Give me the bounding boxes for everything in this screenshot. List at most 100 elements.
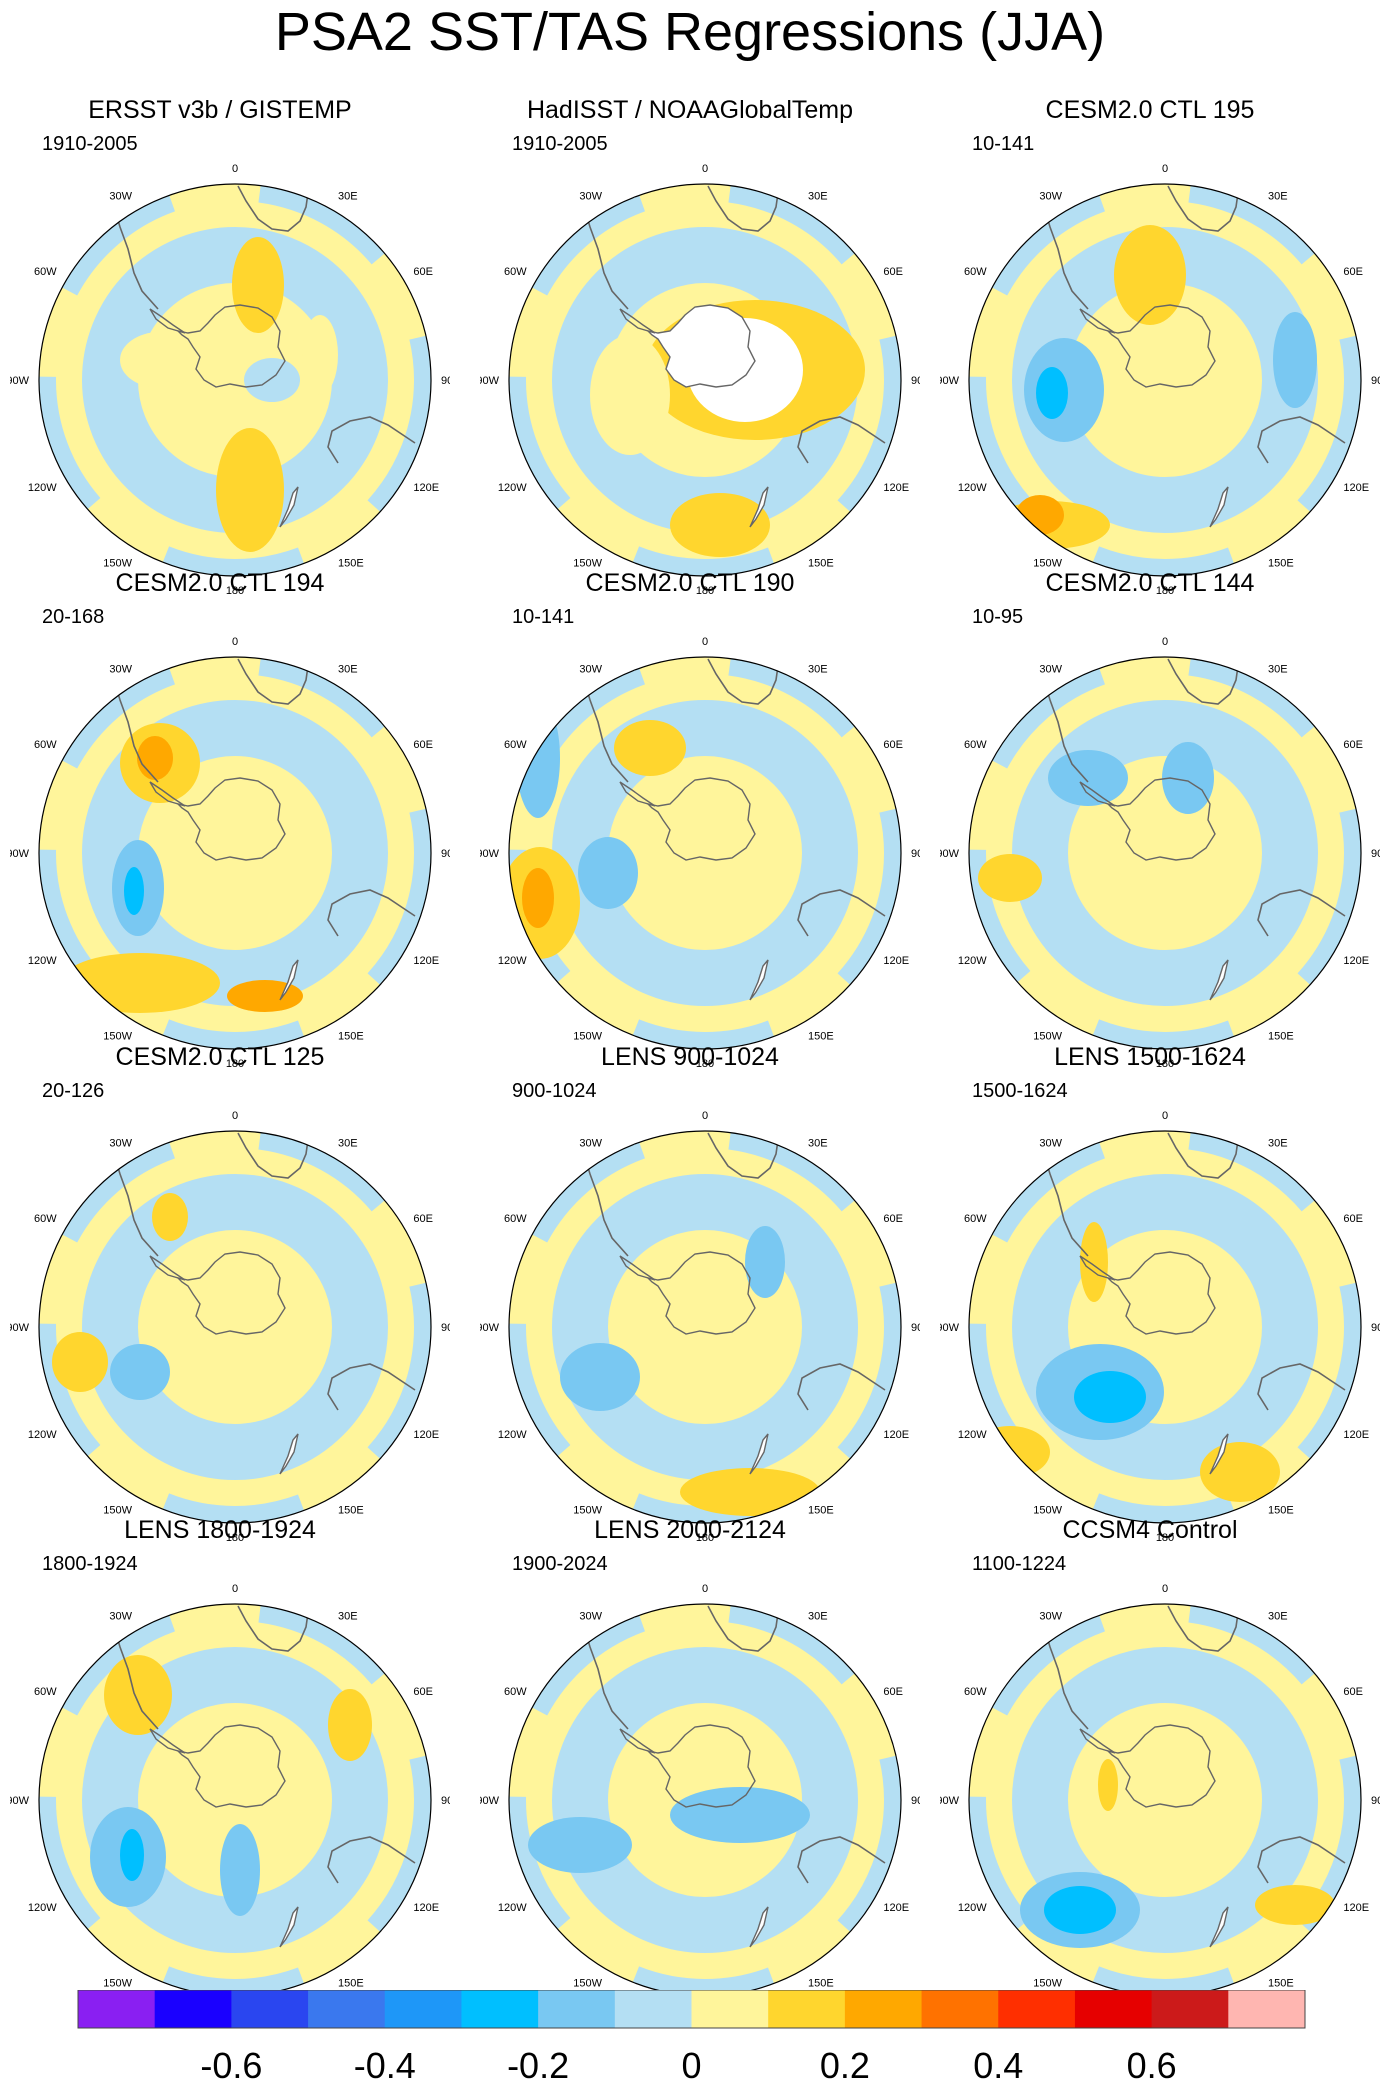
longitude-label: 60W: [34, 1213, 57, 1225]
longitude-label: 120W: [958, 1902, 987, 1914]
colorbar-swatch: [691, 1990, 769, 2028]
longitude-label: 90W: [10, 1322, 30, 1334]
polar-map: 030E60E90E120E150E180150W120W90W60W30W: [940, 1583, 1380, 2017]
longitude-label: 90E: [1371, 375, 1380, 387]
longitude-label: 60W: [964, 739, 987, 751]
panel-period: 10-141: [972, 133, 1035, 155]
australia-coastline: [327, 1363, 416, 1411]
africa-coastline: [707, 185, 779, 232]
longitude-label: 0: [232, 1583, 238, 1595]
panel-period: 1910-2005: [512, 133, 608, 155]
longitude-label: 0: [1162, 1583, 1168, 1595]
longitude-label: 120W: [498, 955, 527, 967]
longitude-label: 0: [232, 1110, 238, 1122]
africa-coastline: [237, 1605, 309, 1652]
australia-coastline: [327, 416, 416, 464]
colorbar-swatch: [614, 1990, 692, 2028]
longitude-label: 150W: [1033, 557, 1062, 569]
map-panel: CESM2.0 CTL 125 20-126 0 30E 60E 90E 120E 150E 1…: [0, 1042, 450, 1544]
map-panel: CESM2.0 CTL 194 20-168 0 30E 60E 90E 120E 150E 1…: [0, 568, 450, 1070]
africa-coastline: [1167, 185, 1239, 232]
anomaly-contour: [528, 1817, 632, 1873]
polar-map: 030E60E90E120E150E180150W120W90W60W30W: [10, 1110, 450, 1544]
polar-map: 030E60E90E120E150E180150W120W90W60W30W: [10, 1583, 450, 2017]
panel-title: CESM2.0 CTL 190: [585, 569, 795, 597]
longitude-label: 90W: [10, 1795, 30, 1807]
anomaly-contour: [302, 315, 338, 395]
new-zealand-coastline: [749, 1433, 769, 1475]
longitude-label: 60W: [34, 739, 57, 751]
panel-period: 900-1024: [512, 1080, 597, 1102]
colorbar-label: 0.2: [820, 2045, 870, 2086]
map-outline: [38, 656, 432, 1050]
longitude-label: 180: [696, 585, 714, 597]
longitude-label: 60E: [883, 1686, 903, 1698]
longitude-label: 120W: [958, 955, 987, 967]
panel-period: 10-141: [512, 606, 575, 628]
longitude-label: 120E: [1343, 1429, 1369, 1441]
longitude-label: 60W: [964, 1213, 987, 1225]
longitude-label: 180: [696, 1058, 714, 1070]
longitude-label: 180: [1156, 1058, 1174, 1070]
anomaly-contour: [52, 1332, 108, 1392]
colorbar-label: -0.6: [200, 2045, 262, 2086]
colorbar-swatch: [154, 1990, 232, 2028]
longitude-label: 150E: [1268, 1977, 1294, 1989]
anomaly-contour: [1114, 225, 1186, 325]
polar-map: 030E60E90E120E150E180150W120W90W60W30W: [10, 163, 450, 597]
new-zealand-coastline: [1209, 959, 1229, 1001]
longitude-label: 150W: [103, 557, 132, 569]
peninsula-coastline: [1079, 1255, 1116, 1281]
map-panel: LENS 1500-1624 1500-1624 0 30E 60E 90E 120E 150…: [930, 1042, 1380, 1544]
longitude-label: 60W: [34, 266, 57, 278]
colorbar-label: 0: [681, 2045, 701, 2086]
anomaly-band: [552, 1647, 858, 1953]
longitude-label: 0: [702, 1110, 708, 1122]
anomaly-contour: [516, 698, 560, 818]
anomaly-contour: [680, 1468, 820, 1516]
longitude-label: 120W: [28, 1902, 57, 1914]
longitude-label: 150W: [103, 1977, 132, 1989]
polar-map: 030E60E90E120E150E180150W120W90W60W30W: [480, 163, 920, 597]
longitude-label: 90E: [1371, 848, 1380, 860]
longitude-label: 30W: [579, 664, 602, 676]
panel-period: 1900-2024: [512, 1553, 608, 1575]
longitude-label: 90W: [480, 1322, 500, 1334]
new-zealand-coastline: [1209, 1906, 1229, 1948]
longitude-label: 150W: [573, 557, 602, 569]
africa-coastline: [707, 658, 779, 705]
longitude-label: 0: [232, 163, 238, 175]
longitude-label: 60E: [1343, 1213, 1363, 1225]
panel-title: CESM2.0 CTL 194: [115, 569, 325, 597]
new-zealand-coastline: [1209, 486, 1229, 528]
africa-coastline: [1167, 1605, 1239, 1652]
colorbar-label: -0.4: [354, 2045, 416, 2086]
longitude-label: 60W: [964, 266, 987, 278]
map-outline: [968, 183, 1362, 577]
anomaly-contour: [1098, 1759, 1118, 1811]
africa-coastline: [707, 1132, 779, 1179]
anomaly-contour: [1044, 1886, 1116, 1934]
africa-coastline: [237, 658, 309, 705]
peninsula-coastline: [619, 308, 656, 334]
longitude-label: 90E: [911, 1795, 920, 1807]
longitude-label: 120E: [1343, 482, 1369, 494]
map-outline: [38, 183, 432, 577]
longitude-label: 180: [226, 585, 244, 597]
longitude-label: 120E: [883, 482, 909, 494]
longitude-label: 120W: [498, 1429, 527, 1441]
colorbar-label: 0.6: [1127, 2045, 1177, 2086]
map-panel: HadISST / NOAAGlobalTemp 1910-2005 0 30E 60E…: [470, 95, 920, 597]
anomaly-contour: [227, 980, 303, 1012]
anomaly-contour: [522, 868, 554, 928]
new-zealand-coastline: [279, 1433, 299, 1475]
anomaly-contour: [745, 1226, 785, 1298]
australia-coastline: [1257, 1363, 1346, 1411]
map-panel: CESM2.0 CTL 144 10-95 0 30E 60E 90E 120E 150E 18…: [930, 568, 1380, 1070]
anomaly-ring: [969, 657, 1361, 1049]
anomaly-ring: [39, 184, 431, 576]
map-outline: [508, 1130, 902, 1524]
anomaly-band: [1012, 1174, 1318, 1480]
anomaly-band: [82, 1174, 388, 1480]
